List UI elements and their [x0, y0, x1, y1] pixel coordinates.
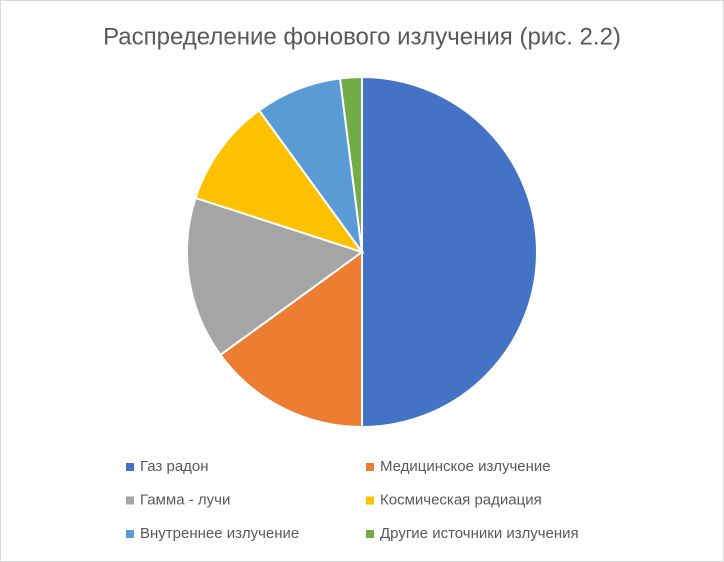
pie-slice	[186, 196, 365, 357]
legend-label: Гамма - лучи	[140, 491, 230, 508]
pie-slice	[338, 75, 363, 253]
pie-slice	[361, 75, 538, 429]
pie-slice	[194, 109, 365, 254]
chart-title: Распределение фонового излучения (рис. 2…	[103, 23, 621, 50]
legend-marker	[366, 530, 374, 538]
legend-label: Другие источники излучения	[380, 525, 579, 542]
legend-marker	[126, 530, 134, 538]
legend-marker	[366, 463, 374, 471]
legend-label: Газ радон	[140, 458, 209, 475]
legend-marker	[366, 496, 374, 505]
pie-slice	[219, 250, 363, 429]
legend-marker	[126, 496, 134, 505]
legend-label: Космическая радиация	[380, 491, 542, 508]
legend-marker	[126, 463, 134, 471]
legend-label: Медицинское излучение	[380, 458, 551, 475]
legend-label: Внутреннее излучение	[140, 525, 299, 542]
